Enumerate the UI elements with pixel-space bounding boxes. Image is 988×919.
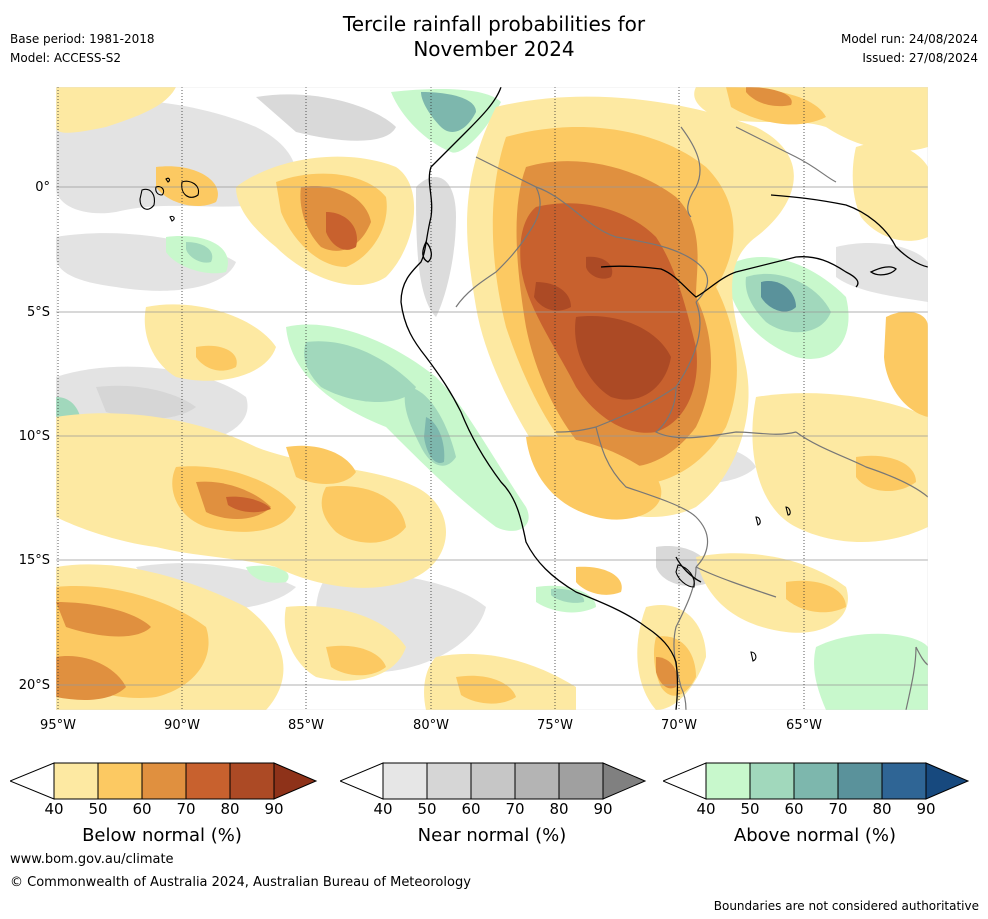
- lon-label-65w: 65°W: [786, 718, 822, 733]
- near-tick: 50: [417, 800, 437, 818]
- meta-left: Base period: 1981-2018 Model: ACCESS-S2: [10, 32, 155, 70]
- lon-label-85w: 85°W: [288, 718, 324, 733]
- below-swatch-6: [273, 762, 318, 800]
- below-tick: 80: [220, 800, 240, 818]
- above-normal-swatches: [661, 762, 970, 800]
- rainfall-map: [56, 87, 928, 710]
- lat-label-0: 0°: [35, 180, 50, 195]
- boundary-disclaimer: Boundaries are not considered authoritat…: [713, 899, 979, 913]
- lakes: [675, 506, 791, 662]
- below-normal-colorbar: [8, 762, 318, 804]
- near-normal-swatches: [338, 762, 647, 800]
- above-tick: 90: [916, 800, 936, 818]
- coastline: [400, 87, 928, 710]
- lat-label-15s: 15°S: [18, 553, 50, 568]
- below-normal-swatches: [8, 762, 318, 800]
- above-swatch-3: [793, 762, 839, 800]
- below-tick: 40: [44, 800, 64, 818]
- above-tick: 50: [740, 800, 760, 818]
- lon-label-95w: 95°W: [40, 718, 76, 733]
- below-tick: 90: [264, 800, 284, 818]
- model-run: Model run: 24/08/2024: [840, 32, 978, 46]
- title-line-2: November 2024: [413, 37, 575, 61]
- map-canvas: [56, 87, 928, 710]
- lon-label-70w: 70°W: [661, 718, 697, 733]
- above-tick: 60: [784, 800, 804, 818]
- near-normal-colorbar: [338, 762, 648, 804]
- above-swatch-2: [749, 762, 795, 800]
- below-swatch-0: [8, 762, 55, 800]
- near-swatch-3: [470, 762, 516, 800]
- above-swatch-0: [661, 762, 707, 800]
- issued-date: Issued: 27/08/2024: [862, 51, 978, 65]
- near-tick: 40: [373, 800, 393, 818]
- below-swatch-3: [141, 762, 187, 800]
- above-swatch-5: [881, 762, 927, 800]
- near-normal-title: Near normal (%): [417, 825, 567, 846]
- copyright-text: © Commonwealth of Australia 2024, Austra…: [10, 875, 471, 890]
- lon-label-90w: 90°W: [164, 718, 200, 733]
- near-swatch-5: [558, 762, 604, 800]
- above-tick: 70: [828, 800, 848, 818]
- near-tick: 60: [461, 800, 481, 818]
- below-swatch-1: [53, 762, 99, 800]
- near-swatch-4: [514, 762, 560, 800]
- galapagos-islands: [139, 177, 200, 222]
- above-swatch-6: [925, 762, 970, 800]
- above-swatch-1: [705, 762, 751, 800]
- near-swatch-6: [602, 762, 647, 800]
- above-normal-title: Above normal (%): [733, 825, 897, 846]
- near-tick: 90: [593, 800, 613, 818]
- above-normal-colorbar: [661, 762, 971, 804]
- map-title: Tercile rainfall probabilities for Novem…: [0, 12, 988, 62]
- near-swatch-2: [426, 762, 472, 800]
- lat-label-10s: 10°S: [18, 429, 50, 444]
- lon-label-75w: 75°W: [537, 718, 573, 733]
- below-swatch-4: [185, 762, 231, 800]
- lat-label-5s: 5°S: [26, 305, 50, 320]
- website-link[interactable]: www.bom.gov.au/climate: [10, 852, 174, 867]
- below-tick: 60: [132, 800, 152, 818]
- near-swatch-0: [338, 762, 384, 800]
- near-swatch-1: [382, 762, 428, 800]
- below-swatch-2: [97, 762, 143, 800]
- country-borders: [455, 126, 928, 710]
- above-swatch-4: [837, 762, 883, 800]
- below-tick: 70: [176, 800, 196, 818]
- below-tick: 50: [88, 800, 108, 818]
- base-period: Base period: 1981-2018: [10, 32, 155, 46]
- above-tick: 80: [872, 800, 892, 818]
- graticule: [56, 87, 928, 710]
- near-tick: 80: [549, 800, 569, 818]
- lat-label-20s: 20°S: [18, 678, 50, 693]
- below-normal-title: Below normal (%): [82, 825, 242, 846]
- above-tick: 40: [696, 800, 716, 818]
- lon-label-80w: 80°W: [413, 718, 449, 733]
- near-tick: 70: [505, 800, 525, 818]
- below-swatch-5: [229, 762, 275, 800]
- model-name: Model: ACCESS-S2: [10, 51, 122, 65]
- meta-right: Model run: 24/08/2024 Issued: 27/08/2024: [841, 32, 978, 70]
- title-line-1: Tercile rainfall probabilities for: [342, 12, 646, 36]
